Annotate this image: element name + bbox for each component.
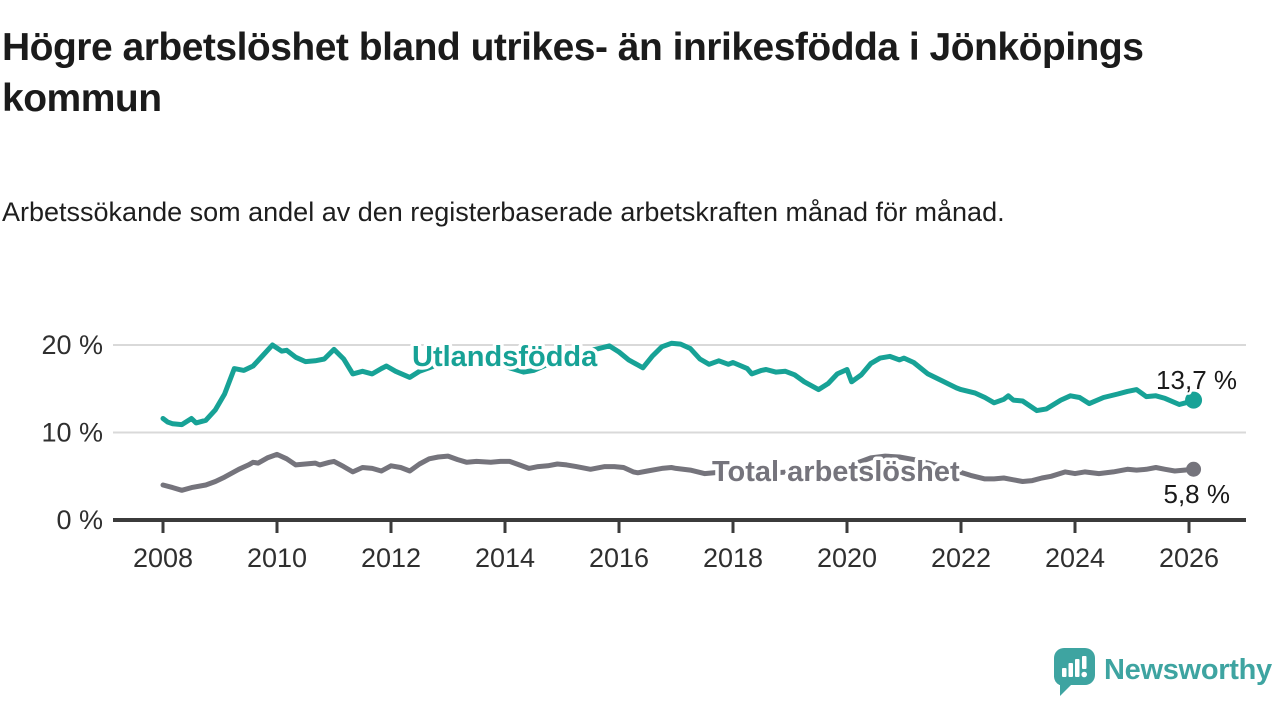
y-tick-label: 10 % (41, 418, 103, 448)
x-tick-label: 2024 (1045, 543, 1105, 573)
x-tick-label: 2014 (475, 543, 535, 573)
x-tick-label: 2016 (589, 543, 649, 573)
x-tick-label: 2020 (817, 543, 877, 573)
x-tick-label: 2026 (1159, 543, 1219, 573)
y-axis-tick-labels: 0 % 10 % 20 % (41, 330, 103, 535)
gridlines (113, 344, 1246, 434)
newsworthy-logo: Newsworthy (1054, 648, 1272, 698)
x-tick-label: 2018 (703, 543, 763, 573)
page-title: Högre arbetslöshet bland utrikes- än inr… (2, 26, 1144, 121)
x-tick-label: 2008 (133, 543, 193, 573)
series-label-total-arbetsloshet: Total arbetslöshet (712, 456, 960, 488)
series-lines (160, 340, 1203, 493)
x-tick-label: 2010 (247, 543, 307, 573)
series-end-dot-1 (1186, 461, 1202, 477)
end-value-label-total: 5,8 % (1164, 479, 1231, 509)
newsworthy-logo-icon (1054, 648, 1095, 696)
x-tick-label: 2012 (361, 543, 421, 573)
y-tick-label: 20 % (41, 330, 103, 360)
x-axis (113, 518, 1246, 533)
chart-subtitle: Arbetssökande som andel av den registerb… (2, 197, 1005, 227)
x-tick-label: 2022 (931, 543, 991, 573)
series-line-1 (160, 451, 1197, 493)
x-axis-tick-labels: 2008 2010 2012 2014 2016 2018 2020 2022 2024 2026 (133, 543, 1219, 573)
y-tick-label: 0 % (56, 505, 103, 535)
end-value-label-utlandsfodda: 13,7 % (1156, 365, 1237, 395)
series-line-0 (160, 340, 1197, 428)
series-end-dot-0 (1185, 391, 1203, 409)
series-label-utlandsfodda: Utlandsfödda (412, 341, 598, 373)
newsworthy-logo-text: Newsworthy (1104, 654, 1272, 686)
